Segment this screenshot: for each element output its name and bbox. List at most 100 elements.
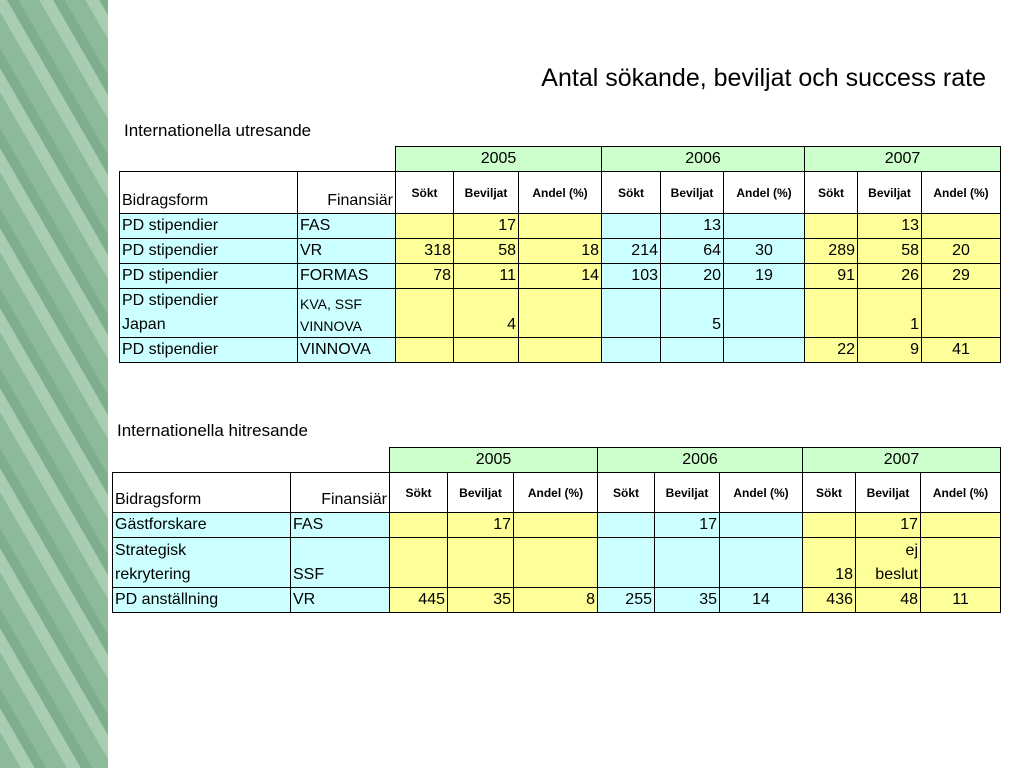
value-cell [601, 213, 661, 239]
value-cell [513, 512, 598, 538]
form-cell: Gästforskare [112, 512, 291, 538]
year-header: 2007 [804, 146, 1001, 172]
funder-cell: FORMAS [297, 263, 396, 289]
value-cell [597, 537, 655, 588]
funder-cell: FAS [290, 512, 390, 538]
value-cell [453, 337, 519, 363]
value-cell [654, 537, 720, 588]
value-cell [804, 213, 858, 239]
value-cell [601, 337, 661, 363]
table-body: 2005 2006 2007 Bidragsform Finansiär Sökt Bevi… [119, 146, 1001, 363]
value-cell [723, 288, 805, 338]
year-row: 2005 2006 2007 [119, 146, 1001, 172]
value-cell: 214 [601, 238, 661, 264]
value-cell: 19 [723, 263, 805, 289]
year-header: 2005 [395, 146, 602, 172]
value-cell: 103 [601, 263, 661, 289]
slide-title: Antal sökande, beviljat och success rate [541, 64, 986, 92]
value-cell: 14 [719, 587, 803, 613]
form-cell: PD stipendier [119, 238, 298, 264]
value-cell: 13 [857, 213, 922, 239]
form-cell: PD stipendier [119, 337, 298, 363]
value-cell: 35 [654, 587, 720, 613]
value-cell: 8 [513, 587, 598, 613]
value-cell [802, 512, 856, 538]
value-cell [920, 537, 1001, 588]
value-cell: 18 [802, 537, 856, 588]
decorative-strip [0, 0, 108, 768]
value-cell: 58 [453, 238, 519, 264]
value-cell [804, 288, 858, 338]
value-cell [920, 512, 1001, 538]
value-cell: 11 [453, 263, 519, 289]
value-cell: ej beslut [855, 537, 921, 588]
year-header: 2006 [597, 447, 803, 473]
sub-header: Andel (%) [723, 171, 805, 214]
table-caption: Internationella utresande [124, 121, 312, 140]
value-cell [518, 213, 602, 239]
funder-cell: VR [290, 587, 390, 613]
form-header: Bidragsform [112, 472, 291, 513]
sub-header: Andel (%) [513, 472, 598, 513]
value-cell: 41 [921, 337, 1001, 363]
value-cell: 318 [395, 238, 454, 264]
sub-header: Andel (%) [921, 171, 1001, 214]
sub-header: Andel (%) [920, 472, 1001, 513]
value-cell: 17 [855, 512, 921, 538]
funder-cell: VINNOVA [297, 337, 396, 363]
sub-header: Beviljat [447, 472, 514, 513]
value-cell: 5 [660, 288, 724, 338]
value-cell [597, 512, 655, 538]
year-header: 2005 [389, 447, 598, 473]
value-cell [601, 288, 661, 338]
value-cell: 30 [723, 238, 805, 264]
sub-header: Sökt [389, 472, 448, 513]
value-cell: 29 [921, 263, 1001, 289]
value-cell: 436 [802, 587, 856, 613]
data-row: PD stipendier VR 318 58 18 214 64 30 289 58 20 [119, 238, 1001, 264]
value-cell [395, 213, 454, 239]
value-cell: 14 [518, 263, 602, 289]
sub-header: Beviljat [660, 171, 724, 214]
value-cell [719, 537, 803, 588]
sub-header: Beviljat [654, 472, 720, 513]
value-cell: 22 [804, 337, 858, 363]
value-cell: 1 [857, 288, 922, 338]
data-row: PD stipendier FAS 17 13 13 [119, 213, 1001, 239]
table-caption: Internationella hitresande [117, 421, 308, 440]
data-row: PD stipendier Japan KVA, SSF VINNOVA 4 5 1 [119, 288, 1001, 338]
funder-header: Finansiär [297, 171, 396, 214]
year-header: 2006 [601, 146, 805, 172]
value-cell: 78 [395, 263, 454, 289]
data-row: Gästforskare FAS 17 17 17 [112, 512, 1001, 538]
value-cell: 48 [855, 587, 921, 613]
form-cell: Strategisk rekrytering [112, 537, 291, 588]
subheader-row: Bidragsform Finansiär Sökt Beviljat Andel (%… [112, 472, 1001, 513]
data-table: 2005 2006 2007 Bidragsform Finansiär Sökt Bevi… [119, 146, 1001, 363]
value-cell: 17 [453, 213, 519, 239]
value-cell: 4 [453, 288, 519, 338]
value-cell [719, 512, 803, 538]
funder-cell: SSF [290, 537, 390, 588]
form-cell: PD stipendier [119, 263, 298, 289]
value-cell: 18 [518, 238, 602, 264]
funder-header: Finansiär [290, 472, 390, 513]
value-cell [518, 288, 602, 338]
value-cell [723, 213, 805, 239]
value-cell [513, 537, 598, 588]
value-cell: 26 [857, 263, 922, 289]
value-cell: 17 [654, 512, 720, 538]
value-cell [660, 337, 724, 363]
data-table: 2005 2006 2007 Bidragsform Finansiär Sökt Bevi… [112, 447, 1001, 613]
data-row: PD anställning VR 445 35 8 255 35 14 436 48 11 [112, 587, 1001, 613]
sub-header: Sökt [597, 472, 655, 513]
value-cell: 13 [660, 213, 724, 239]
funder-cell: VR [297, 238, 396, 264]
form-cell: PD stipendier [119, 213, 298, 239]
value-cell: 289 [804, 238, 858, 264]
blank-cell [119, 146, 396, 172]
value-cell: 58 [857, 238, 922, 264]
year-row: 2005 2006 2007 [112, 447, 1001, 473]
form-cell: PD anställning [112, 587, 291, 613]
blank-cell [112, 447, 390, 473]
